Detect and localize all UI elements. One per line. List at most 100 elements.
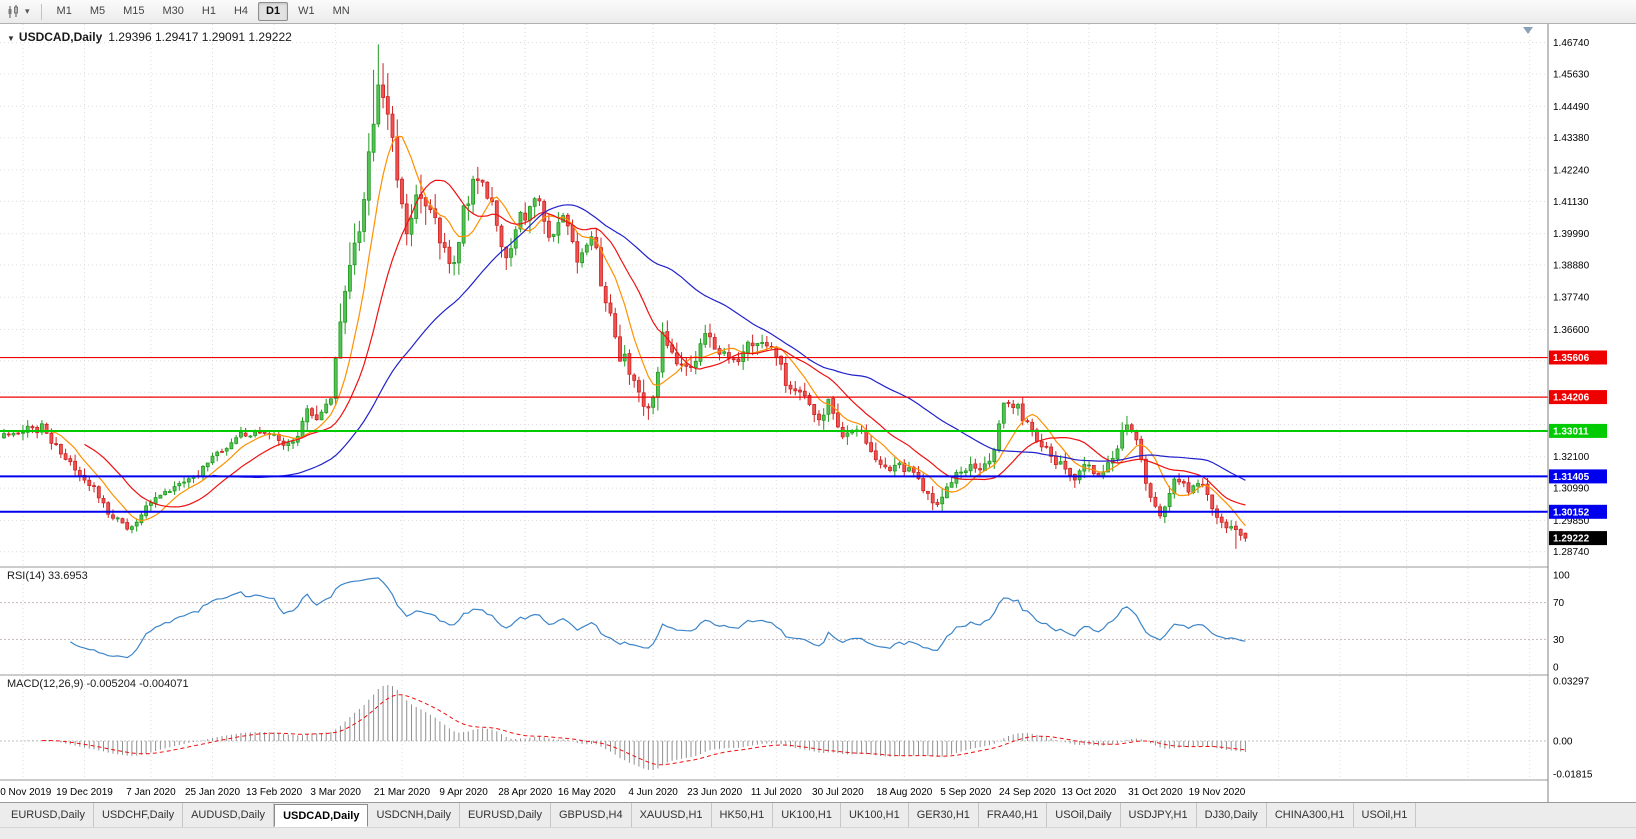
timeframe-button-group: M1 M5 M15 M30 H1 H4 D1 W1 MN xyxy=(49,2,358,21)
date-tick-label: 30 Nov 2019 xyxy=(0,787,52,798)
macd-signal-line xyxy=(41,694,1246,766)
chart-type-dropdown-caret-icon[interactable]: ▾ xyxy=(25,6,30,16)
date-tick-label: 19 Dec 2019 xyxy=(56,787,113,798)
price-badge-1.30152 xyxy=(1549,504,1607,519)
macd-axis-label: 0.03297 xyxy=(1553,677,1590,688)
date-tick-label: 5 Sep 2020 xyxy=(940,787,992,798)
price-badge-1.31405 xyxy=(1549,469,1607,484)
chart-tab-usdcad-daily[interactable]: USDCAD,Daily xyxy=(274,804,369,827)
chart-canvas[interactable]: 1.46740 1.45630 1.44490 1.43380 1.42240 1.411… xyxy=(0,24,1636,802)
chart-tab-eurusd-daily[interactable]: EURUSD,Daily xyxy=(460,803,551,827)
price-tick-label: 1.28740 xyxy=(1553,547,1590,558)
price-tick-label: 1.36600 xyxy=(1553,325,1590,336)
date-tick-label: 4 Jun 2020 xyxy=(628,787,678,798)
chart-tab-uk100-h1[interactable]: UK100,H1 xyxy=(841,803,909,827)
date-tick-label: 11 Jul 2020 xyxy=(751,787,802,798)
price-tick-label: 1.32100 xyxy=(1553,452,1590,463)
price-tick-label: 1.42240 xyxy=(1553,165,1590,176)
svg-text:1.33011: 1.33011 xyxy=(1553,426,1589,437)
date-tick-label: 13 Feb 2020 xyxy=(246,787,303,798)
price-tick-label: 1.37740 xyxy=(1553,293,1590,304)
chart-tab-eurusd-daily[interactable]: EURUSD,Daily xyxy=(3,803,94,827)
date-tick-label: 31 Oct 2020 xyxy=(1128,787,1183,798)
date-tick-label: 7 Jan 2020 xyxy=(126,787,176,798)
moving-average-8 xyxy=(37,135,1246,527)
timeframe-button-m1[interactable]: M1 xyxy=(56,5,72,17)
chart-background xyxy=(0,24,1636,802)
price-axis[interactable]: 1.46740 1.45630 1.44490 1.43380 1.42240 1.411… xyxy=(1547,24,1636,802)
price-badge-1.33011 xyxy=(1549,423,1607,438)
date-tick-label: 16 May 2020 xyxy=(558,787,616,798)
chart-tab-china300-h1[interactable]: CHINA300,H1 xyxy=(1267,803,1354,827)
rsi-panel xyxy=(0,577,1548,659)
timeframe-button-m15[interactable]: M15 xyxy=(123,5,145,17)
date-tick-label: 18 Aug 2020 xyxy=(876,787,933,798)
chart-tab-usoil-h1[interactable]: USOil,H1 xyxy=(1354,803,1417,827)
chart-tab-dj30-daily[interactable]: DJ30,Daily xyxy=(1197,803,1267,827)
macd-axis-label: -0.01815 xyxy=(1553,770,1593,781)
price-tick-label: 1.41130 xyxy=(1553,197,1589,208)
rsi-line xyxy=(69,577,1246,659)
date-tick-label: 3 Mar 2020 xyxy=(310,787,361,798)
time-axis[interactable]: 30 Nov 2019 19 Dec 2019 7 Jan 2020 25 Jan 2… xyxy=(0,787,1246,798)
rsi-axis-label: 70 xyxy=(1553,598,1565,609)
price-tick-label: 1.45630 xyxy=(1553,70,1590,81)
svg-text:1.29222: 1.29222 xyxy=(1553,534,1590,545)
chart-tab-xauusd-h1[interactable]: XAUUSD,H1 xyxy=(632,803,712,827)
price-tick-label: 1.44490 xyxy=(1553,102,1590,113)
timeframe-button-d1[interactable]: D1 xyxy=(258,2,289,21)
svg-text:1.30152: 1.30152 xyxy=(1553,507,1590,518)
chart-tab-usdcnh-daily[interactable]: USDCNH,Daily xyxy=(368,803,461,827)
bottom-strip xyxy=(0,827,1636,839)
svg-text:1.35606: 1.35606 xyxy=(1553,353,1590,364)
chart-tab-hk50-h1[interactable]: HK50,H1 xyxy=(712,803,774,827)
price-tick-label: 1.38880 xyxy=(1553,261,1590,272)
price-lines[interactable] xyxy=(0,356,1548,513)
candlestick-chart-icon[interactable] xyxy=(5,3,23,21)
chart-tab-usdjpy-h1[interactable]: USDJPY,H1 xyxy=(1121,803,1197,827)
chart-tab-uk100-h1[interactable]: UK100,H1 xyxy=(773,803,841,827)
price-badge-1.29222 xyxy=(1549,531,1607,546)
date-tick-label: 23 Jun 2020 xyxy=(687,787,742,798)
price-tick-label: 1.43380 xyxy=(1553,133,1590,144)
date-tick-label: 25 Jan 2020 xyxy=(185,787,240,798)
date-tick-label: 21 Mar 2020 xyxy=(374,787,431,798)
toolbar: ▾ M1 M5 M15 M30 H1 H4 D1 W1 MN xyxy=(0,0,1636,24)
candlesticks xyxy=(2,44,1248,549)
macd-axis-label: 0.00 xyxy=(1553,737,1573,748)
moving-average-45 xyxy=(212,204,1246,481)
timeframe-button-h4[interactable]: H4 xyxy=(233,5,249,17)
price-tick-label: 1.29850 xyxy=(1553,516,1590,527)
macd-panel xyxy=(0,685,1548,770)
svg-text:1.34206: 1.34206 xyxy=(1553,393,1590,404)
chart-tab-usdchf-daily[interactable]: USDCHF,Daily xyxy=(94,803,184,827)
rsi-axis-label: 0 xyxy=(1553,663,1559,674)
date-tick-label: 13 Oct 2020 xyxy=(1062,787,1117,798)
chart-tab-usoil-daily[interactable]: USOil,Daily xyxy=(1047,803,1121,827)
chart-tab-bar: EURUSD,Daily USDCHF,Daily AUDUSD,Daily USDC… xyxy=(0,802,1636,827)
date-tick-label: 19 Nov 2020 xyxy=(1189,787,1246,798)
chart-tab-ger30-h1[interactable]: GER30,H1 xyxy=(909,803,979,827)
date-tick-label: 24 Sep 2020 xyxy=(999,787,1056,798)
price-tick-label: 1.30990 xyxy=(1553,484,1590,495)
chart-tab-gbpusd-h4[interactable]: GBPUSD,H4 xyxy=(551,803,632,827)
moving-average-18 xyxy=(84,179,1246,508)
date-tick-label: 28 Apr 2020 xyxy=(498,787,552,798)
date-tick-label: 30 Jul 2020 xyxy=(812,787,864,798)
price-badge-1.34206 xyxy=(1549,390,1607,405)
timeframe-button-w1[interactable]: W1 xyxy=(298,5,315,17)
chart-tab-audusd-daily[interactable]: AUDUSD,Daily xyxy=(183,803,275,827)
rsi-axis-label: 30 xyxy=(1553,635,1565,646)
chart-window[interactable]: 1.46740 1.45630 1.44490 1.43380 1.42240 1.411… xyxy=(0,24,1636,802)
timeframe-button-h1[interactable]: H1 xyxy=(201,5,216,17)
chart-shift-marker-icon[interactable] xyxy=(1523,27,1533,34)
timeframe-button-m5[interactable]: M5 xyxy=(89,5,106,17)
chart-tab-fra40-h1[interactable]: FRA40,H1 xyxy=(979,803,1048,827)
date-tick-label: 9 Apr 2020 xyxy=(439,787,488,798)
price-tick-label: 1.39990 xyxy=(1553,229,1590,240)
timeframe-button-m30[interactable]: M30 xyxy=(162,5,184,17)
price-tick-label: 1.46740 xyxy=(1553,38,1590,49)
timeframe-button-mn[interactable]: MN xyxy=(332,5,350,17)
rsi-axis-label: 100 xyxy=(1553,571,1570,582)
